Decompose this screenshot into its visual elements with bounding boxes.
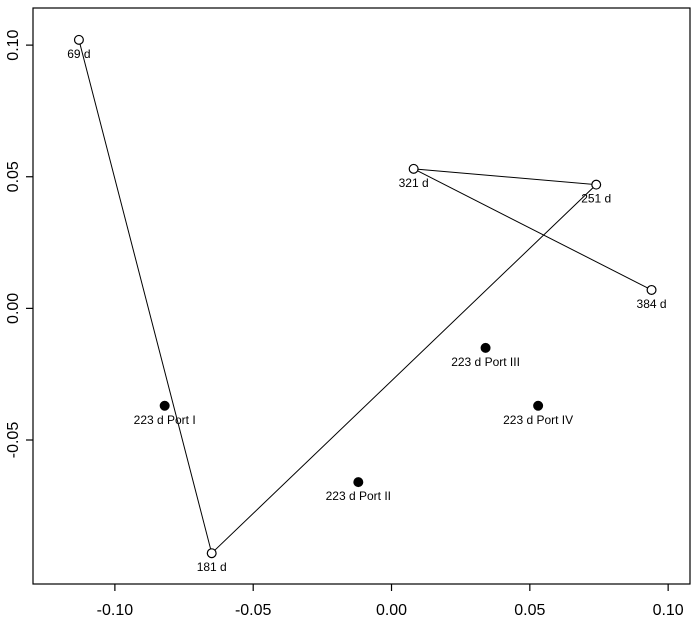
filled-data-point bbox=[353, 477, 364, 488]
point-label: 384 d bbox=[637, 297, 667, 311]
y-tick-label: 0.10 bbox=[5, 29, 22, 60]
x-tick-label: -0.10 bbox=[97, 602, 134, 619]
filled-data-point bbox=[480, 342, 491, 353]
y-tick-label: 0.05 bbox=[5, 161, 22, 192]
x-tick-label: -0.05 bbox=[235, 602, 272, 619]
open-data-point bbox=[73, 34, 84, 45]
open-data-point bbox=[646, 284, 657, 295]
open-data-point bbox=[591, 179, 602, 190]
x-tick-label: 0.05 bbox=[514, 602, 545, 619]
point-label: 223 d Port I bbox=[134, 413, 196, 427]
point-label: 69 d bbox=[67, 47, 90, 61]
open-data-point bbox=[408, 163, 419, 174]
x-tick-label: 0.00 bbox=[376, 602, 407, 619]
point-label: 251 d bbox=[581, 192, 611, 206]
point-label: 321 d bbox=[399, 176, 429, 190]
filled-data-point bbox=[159, 400, 170, 411]
filled-data-point bbox=[533, 400, 544, 411]
y-tick-label: 0.00 bbox=[5, 293, 22, 324]
trajectory-line bbox=[78, 39, 652, 555]
open-data-point bbox=[206, 548, 217, 559]
point-label: 223 d Port III bbox=[451, 355, 520, 369]
point-label: 223 d Port IV bbox=[503, 413, 573, 427]
point-label: 223 d Port II bbox=[326, 489, 391, 503]
y-tick-label: -0.05 bbox=[5, 422, 22, 459]
plot-border bbox=[32, 7, 691, 585]
point-label: 181 d bbox=[197, 560, 227, 574]
x-tick-label: 0.10 bbox=[653, 602, 684, 619]
